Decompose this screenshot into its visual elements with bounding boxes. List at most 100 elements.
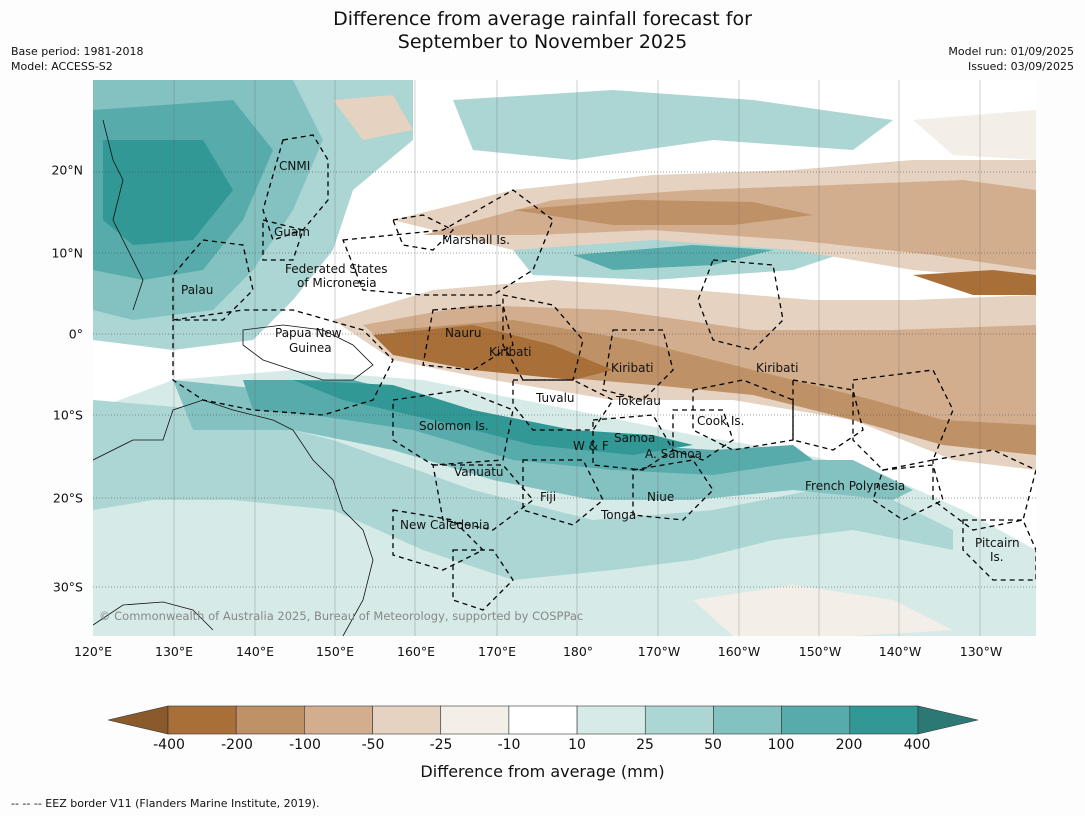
colorbar-bin <box>713 705 782 735</box>
label-american-samoa: A. Samoa <box>645 447 702 461</box>
dry-patch-north <box>333 95 413 140</box>
new-guinea-coast <box>242 324 374 381</box>
dry-north-inner <box>513 200 813 225</box>
colorbar-label-25: 25 <box>636 737 654 753</box>
label-wallis-futuna: W & F <box>573 439 609 453</box>
map-title: Difference from average rainfall forecas… <box>0 8 1085 54</box>
label-pitcairn-line-1: Pitcairn <box>975 536 1020 550</box>
dry-patch-southeast <box>693 585 953 636</box>
x-tick-170e: 170°E <box>477 644 517 659</box>
y-tick-30s: 30°S <box>52 579 83 595</box>
meta-right: Model run: 01/09/2025 Issued: 03/09/2025 <box>948 44 1074 74</box>
colorbar-bin <box>304 705 373 735</box>
y-tick-10n: 10°N <box>51 245 83 261</box>
label-niue: Niue <box>647 490 674 504</box>
y-tick-10s: 10°S <box>52 407 83 423</box>
colorbar-label-200: 200 <box>835 737 863 753</box>
label-kiribati-west: Kiribati <box>489 345 531 359</box>
wet-region-northwest-4 <box>103 140 233 245</box>
label-tuvalu: Tuvalu <box>535 391 575 405</box>
australia-coast <box>93 399 374 636</box>
colorbar-bin <box>849 705 919 735</box>
colorbar-label-neg100: -100 <box>289 737 321 753</box>
dry-north-core <box>913 270 1036 295</box>
wet-region-south-2 <box>93 400 953 580</box>
label-png-line-1: Papua New <box>275 326 342 340</box>
philippines-coast <box>102 119 144 311</box>
dry-band-core <box>373 325 613 380</box>
colorbar-title: Difference from average (mm) <box>420 762 665 781</box>
model-name: Model: ACCESS-S2 <box>11 60 113 73</box>
issued-date: Issued: 03/09/2025 <box>967 60 1074 73</box>
colorbar-label-neg25: -25 <box>429 737 453 753</box>
x-tick-140w: 140°W <box>878 644 922 659</box>
colorbar-bin <box>235 705 305 735</box>
x-tick-150w: 150°W <box>798 644 842 659</box>
label-kiribati-central: Kiribati <box>611 361 653 375</box>
label-kiribati-east: Kiribati <box>756 361 798 375</box>
label-guam: Guam <box>274 225 310 239</box>
label-cook-is: Cook Is. <box>697 414 744 428</box>
colorbar-label-10: 10 <box>568 737 586 753</box>
copyright-notice: © Commonwealth of Australia 2025, Bureau… <box>99 609 584 623</box>
colorbar-label-neg10: -10 <box>497 737 521 753</box>
label-nauru: Nauru <box>445 326 481 340</box>
colorbar-bin <box>781 705 851 735</box>
y-tick-20n: 20°N <box>51 162 83 178</box>
x-tick-140e: 140°E <box>235 644 275 659</box>
colorbar-bin <box>576 705 646 735</box>
map-meridians <box>173 80 981 636</box>
label-tokelau: Tokelau <box>615 394 661 408</box>
coastline-southwest <box>93 601 214 631</box>
eez-footnote: -- -- -- EEZ border V11 (Flanders Marine… <box>11 797 320 810</box>
title-line-1: Difference from average rainfall forecas… <box>333 8 752 30</box>
x-tick-120e: 120°E <box>73 644 113 659</box>
label-samoa: Samoa <box>614 431 655 445</box>
colorbar-bin <box>440 705 510 735</box>
colorbar-label-neg50: -50 <box>361 737 385 753</box>
colorbar-label-50: 50 <box>704 737 722 753</box>
colorbar-bin <box>508 705 578 735</box>
colorbar-bin <box>372 705 442 735</box>
label-new-caledonia: New Caledonia <box>400 518 490 532</box>
label-marshall-is: Marshall Is. <box>442 233 510 247</box>
label-solomon-is: Solomon Is. <box>419 419 489 433</box>
label-french-polynesia: French Polynesia <box>805 479 905 493</box>
x-tick-160e: 160°E <box>396 644 436 659</box>
y-tick-20s: 20°S <box>52 490 83 506</box>
colorbar <box>108 705 978 735</box>
x-tick-180: 180° <box>562 644 594 659</box>
label-fsm-line-2: of Micronesia <box>297 276 377 290</box>
x-tick-150e: 150°E <box>315 644 355 659</box>
colorbar-bin <box>644 705 714 735</box>
y-tick-0: 0° <box>68 326 83 342</box>
wet-band-peak <box>293 380 693 455</box>
x-tick-170w: 170°W <box>637 644 681 659</box>
label-tonga: Tonga <box>600 508 636 522</box>
colorbar-extend-high <box>917 705 978 735</box>
title-line-2: September to November 2025 <box>397 31 688 53</box>
colorbar-bins <box>167 705 919 735</box>
colorbar-extend-low <box>108 705 169 735</box>
base-period: Base period: 1981-2018 <box>11 45 144 58</box>
label-vanuatu: Vanuatu <box>454 465 504 479</box>
label-fiji: Fiji <box>540 490 556 504</box>
map-svg: CNMI Guam Marshall Is. Federated States … <box>93 80 1036 636</box>
x-tick-130e: 130°E <box>154 644 194 659</box>
label-png-line-2: Guinea <box>289 341 332 355</box>
meta-left: Base period: 1981-2018 Model: ACCESS-S2 <box>11 44 143 74</box>
label-cnmi: CNMI <box>279 159 310 173</box>
x-tick-130w: 130°W <box>959 644 1003 659</box>
model-run: Model run: 01/09/2025 <box>948 45 1074 58</box>
dry-patch-northeast <box>913 110 1036 160</box>
colorbar-label-neg200: -200 <box>221 737 253 753</box>
wet-strip-itcz-2 <box>573 245 773 270</box>
colorbar-label-400: 400 <box>903 737 931 753</box>
colorbar-label-neg400: -400 <box>153 737 185 753</box>
label-fsm-line-1: Federated States <box>285 262 387 276</box>
rainfall-map: CNMI Guam Marshall Is. Federated States … <box>93 80 1036 636</box>
wet-strip-north <box>453 90 893 160</box>
label-palau: Palau <box>181 283 213 297</box>
x-tick-160w: 160°W <box>717 644 761 659</box>
colorbar-bin <box>167 705 237 735</box>
